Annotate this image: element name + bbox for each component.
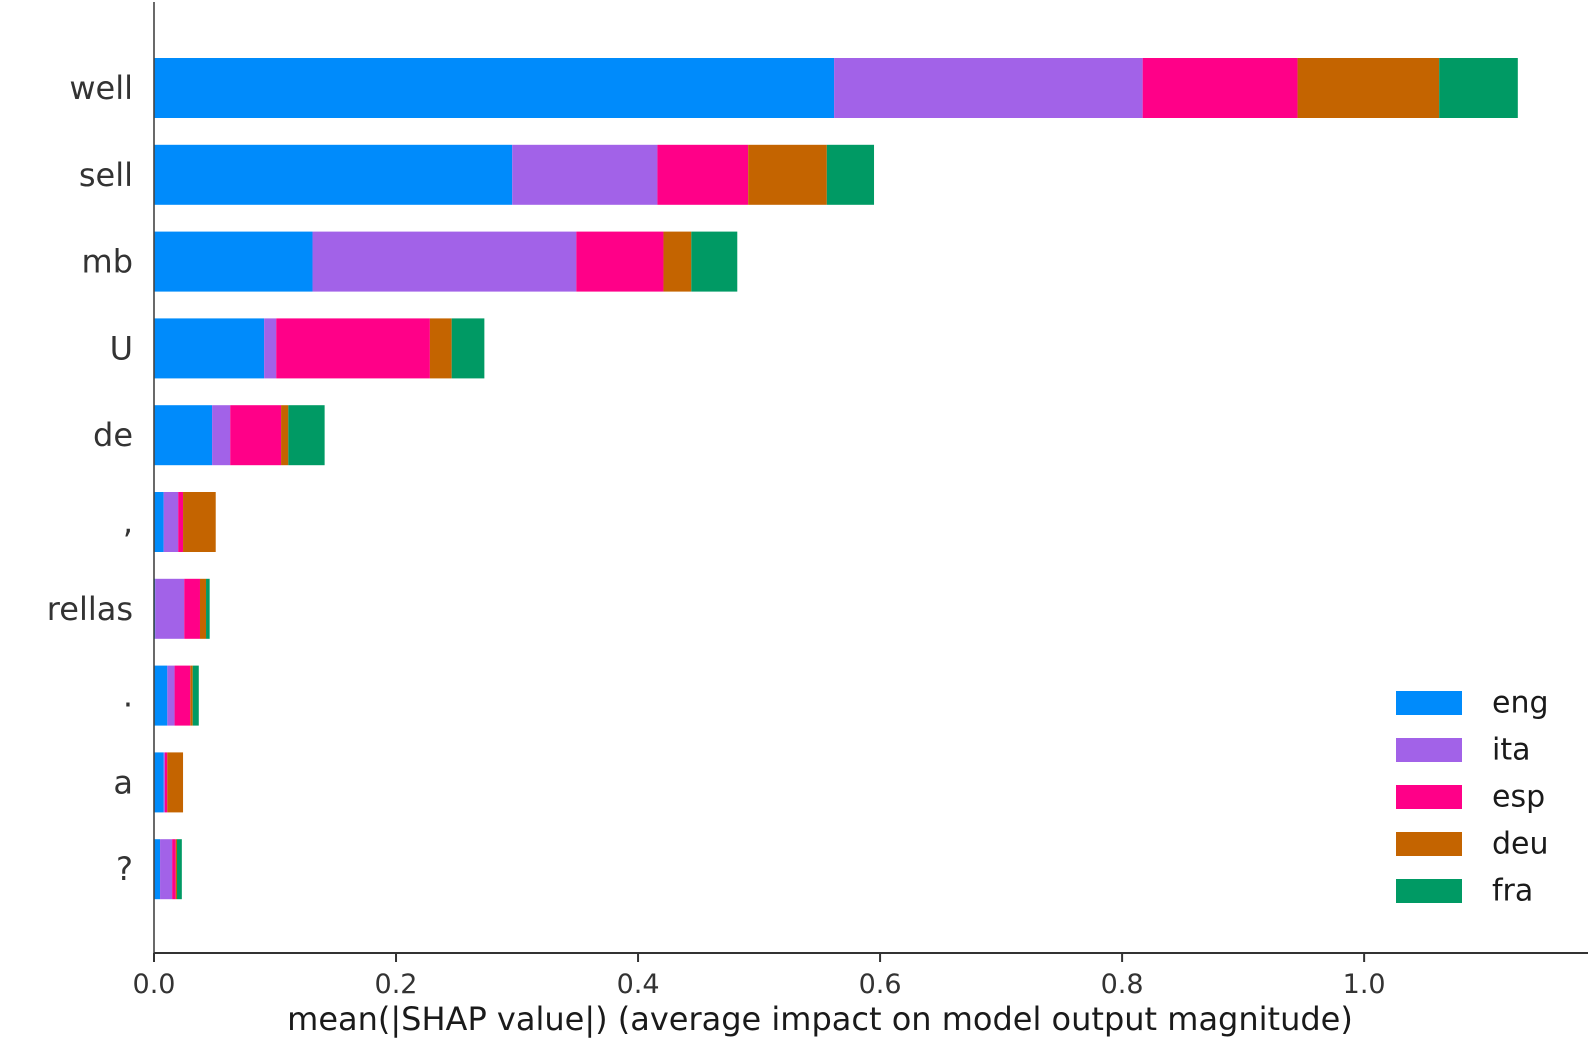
x-tick-label: 0.4: [617, 969, 660, 1000]
bar-fra-1: [826, 144, 875, 205]
legend-swatch-fra: [1396, 879, 1462, 903]
category-label: a: [113, 763, 133, 801]
bar-fra-3: [451, 318, 485, 379]
category-label: de: [93, 416, 133, 454]
bar-eng-9: [154, 839, 161, 900]
bar-ita-4: [212, 405, 231, 466]
bar-fra-0: [1439, 58, 1518, 118]
bar-fra-7: [192, 665, 199, 726]
bar-deu-9: [175, 839, 177, 900]
bar-ita-6: [155, 578, 185, 639]
bar-deu-0: [1297, 58, 1440, 118]
x-tick-label: 0.2: [375, 969, 418, 1000]
bar-esp-4: [230, 405, 282, 466]
bar-esp-8: [164, 752, 168, 813]
legend-label-deu: deu: [1492, 827, 1549, 862]
bar-deu-3: [429, 318, 452, 379]
bar-ita-8: [163, 752, 165, 813]
bar-fra-4: [288, 405, 325, 466]
bar-ita-5: [163, 492, 179, 552]
bars-layer: [154, 58, 1518, 900]
category-labels: well sell mb Ude, rellas. a?: [47, 69, 133, 888]
bar-deu-2: [663, 231, 692, 292]
legend-label-esp: esp: [1492, 780, 1545, 815]
category-label: rellas: [47, 590, 133, 628]
bar-esp-5: [178, 492, 184, 552]
category-label: U: [110, 329, 133, 367]
legend-swatch-ita: [1396, 738, 1462, 762]
legend-swatch-eng: [1396, 691, 1462, 715]
bar-eng-1: [154, 144, 513, 205]
bar-ita-7: [167, 665, 175, 726]
legend-label-ita: ita: [1492, 733, 1530, 768]
bar-eng-7: [154, 665, 168, 726]
category-label: mb: [82, 243, 133, 281]
bar-esp-1: [657, 144, 749, 205]
legend-swatch-esp: [1396, 785, 1462, 809]
bar-eng-4: [154, 405, 213, 466]
bar-ita-9: [160, 839, 173, 900]
category-label: .: [123, 677, 133, 715]
bar-eng-0: [154, 58, 835, 118]
bar-fra-2: [691, 231, 738, 292]
bar-deu-5: [183, 492, 216, 552]
legend: eng ita esp deu fra: [1396, 686, 1549, 909]
bar-esp-2: [576, 231, 664, 292]
bar-esp-9: [172, 839, 176, 900]
bar-deu-1: [748, 144, 827, 205]
x-axis-ticks: 0.0 0.2 0.4 0.6 0.8 1.0: [133, 953, 1386, 1000]
bar-eng-2: [154, 231, 313, 292]
bar-deu-7: [190, 665, 193, 726]
x-tick-label: 0.6: [859, 969, 902, 1000]
bar-deu-4: [281, 405, 289, 466]
bar-deu-6: [199, 578, 207, 639]
bar-ita-0: [834, 58, 1143, 118]
bar-esp-0: [1142, 58, 1298, 118]
legend-label-eng: eng: [1492, 686, 1549, 721]
bar-eng-3: [154, 318, 265, 379]
bar-ita-3: [264, 318, 277, 379]
bar-deu-8: [167, 752, 184, 813]
bar-ita-1: [512, 144, 658, 205]
bar-ita-2: [312, 231, 577, 292]
category-label: sell: [79, 156, 133, 194]
bar-fra-6: [206, 578, 210, 639]
x-tick-label: 0.8: [1101, 969, 1144, 1000]
bar-esp-3: [276, 318, 430, 379]
bar-esp-6: [184, 578, 200, 639]
legend-label-fra: fra: [1492, 874, 1533, 909]
bar-eng-8: [154, 752, 164, 813]
bar-eng-5: [154, 492, 164, 552]
bar-fra-9: [176, 839, 182, 900]
category-label: ?: [116, 850, 133, 888]
category-label: well: [69, 69, 133, 107]
category-label: ,: [123, 503, 133, 541]
x-tick-label: 0.0: [133, 969, 176, 1000]
legend-swatch-deu: [1396, 832, 1462, 856]
x-tick-label: 1.0: [1343, 969, 1386, 1000]
bar-esp-7: [174, 665, 191, 726]
x-axis-title: mean(|SHAP value|) (average impact on mo…: [287, 1000, 1353, 1038]
